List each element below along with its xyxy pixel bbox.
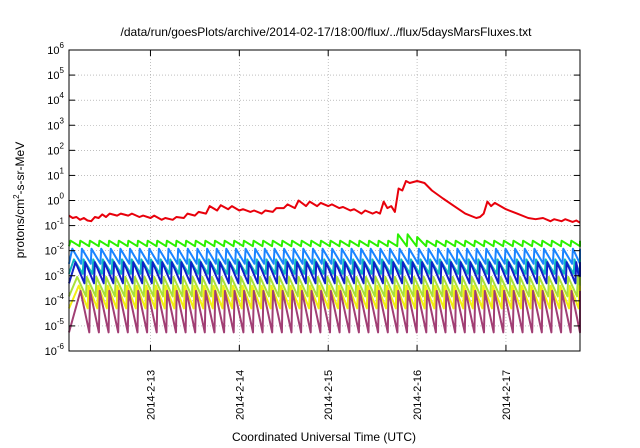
y-tick-label: 10-3 [45, 267, 65, 283]
y-tick-base: 10 [45, 246, 57, 258]
x-tick-label: 2014-2-17 [501, 370, 513, 420]
chart-title: /data/run/goesPlots/archive/2014-02-17/1… [121, 25, 533, 39]
y-tick-base: 10 [47, 45, 59, 57]
y-tick-base: 10 [45, 271, 57, 283]
x-tick-label: 2014-2-14 [234, 370, 246, 420]
x-axis: 2014-2-13 2014-2-14 2014-2-15 2014-2-16 2014… [145, 50, 513, 420]
y-tick-exponent: -6 [57, 342, 65, 351]
y-tick-exponent: -5 [57, 317, 65, 326]
x-axis-label: Coordinated Universal Time (UTC) [232, 430, 416, 444]
x-tick-label: 2014-2-15 [323, 370, 335, 420]
y-tick-label: 10-2 [45, 242, 65, 258]
y-tick-base: 10 [45, 296, 57, 308]
y-tick-exponent: 6 [60, 41, 65, 50]
y-tick-label: 104 [47, 91, 64, 107]
series-line-7 [68, 284, 581, 310]
y-tick-exponent: 4 [60, 91, 65, 100]
y-tick-base: 10 [47, 145, 59, 157]
y-axis: 10-610-510-410-310-210-11001011021031041… [45, 41, 580, 358]
y-tick-base: 10 [45, 346, 57, 358]
series-line-1 [68, 180, 581, 224]
y-tick-label: 106 [47, 41, 64, 57]
y-tick-exponent: -4 [57, 292, 65, 301]
y-tick-base: 10 [47, 120, 59, 132]
y-tick-exponent: -1 [57, 217, 65, 226]
y-tick-label: 103 [47, 116, 64, 132]
y-tick-exponent: -3 [57, 267, 65, 276]
y-axis-label-unit: protons/cm [13, 199, 27, 258]
y-tick-label: 10-6 [45, 342, 65, 358]
y-tick-label: 101 [47, 166, 64, 182]
y-tick-base: 10 [47, 95, 59, 107]
series-line-3 [68, 247, 581, 265]
x-tick-label: 2014-2-16 [412, 370, 424, 420]
series-line-5 [68, 261, 581, 285]
y-axis-label: protons/cm2-s-sr-MeV [12, 142, 27, 258]
series-line-6 [68, 275, 581, 298]
y-tick-label: 10-5 [45, 317, 65, 333]
y-tick-exponent: 5 [60, 66, 65, 75]
series-line-2 [68, 233, 581, 248]
series-line-8 [68, 289, 581, 334]
y-tick-exponent: 2 [60, 141, 65, 150]
y-tick-label: 10-1 [45, 217, 65, 233]
y-tick-base: 10 [47, 70, 59, 82]
y-tick-label: 10-4 [45, 292, 65, 308]
y-tick-base: 10 [47, 170, 59, 182]
y-tick-exponent: -2 [57, 242, 65, 251]
y-axis-label-rest: -s-sr-MeV [13, 142, 27, 195]
x-tick-label: 2014-2-13 [145, 370, 157, 420]
y-tick-exponent: 1 [60, 166, 65, 175]
y-tick-base: 10 [47, 196, 59, 208]
y-tick-label: 102 [47, 141, 64, 157]
y-tick-exponent: 0 [60, 192, 65, 201]
y-axis-label-exponent: 2 [12, 194, 21, 199]
y-tick-label: 100 [47, 192, 64, 208]
series-group [68, 180, 581, 334]
y-tick-base: 10 [45, 221, 57, 233]
y-tick-label: 105 [47, 66, 64, 82]
y-tick-exponent: 3 [60, 116, 65, 125]
y-tick-base: 10 [45, 321, 57, 333]
